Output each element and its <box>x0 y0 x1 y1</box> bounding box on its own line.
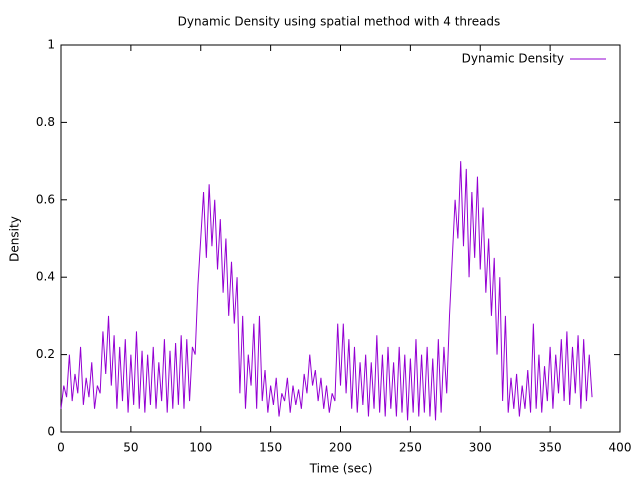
plot-border <box>60 44 621 433</box>
x-tick-label: 0 <box>57 441 65 455</box>
y-tick-label: 0 <box>47 425 55 439</box>
y-tick-label: 0.4 <box>36 270 55 284</box>
x-tick-label: 200 <box>329 441 352 455</box>
chart-title: Dynamic Density using spatial method wit… <box>178 15 501 29</box>
x-tick-label: 100 <box>189 441 212 455</box>
legend-label: Dynamic Density <box>462 52 564 66</box>
y-tick-label: 0.6 <box>36 192 55 206</box>
y-axis-label: Density <box>8 216 22 262</box>
x-tick-label: 50 <box>123 441 138 455</box>
x-tick-label: 250 <box>399 441 422 455</box>
data-line <box>60 161 593 421</box>
x-tick-label: 300 <box>469 441 492 455</box>
y-tick-label: 1 <box>47 38 55 52</box>
x-tick-label: 350 <box>539 441 562 455</box>
x-axis-label: Time (sec) <box>309 462 373 476</box>
y-tick-label: 0.2 <box>36 347 55 361</box>
x-tick-label: 150 <box>259 441 282 455</box>
y-tick-label: 0.8 <box>36 115 55 129</box>
x-tick-label: 400 <box>609 441 632 455</box>
